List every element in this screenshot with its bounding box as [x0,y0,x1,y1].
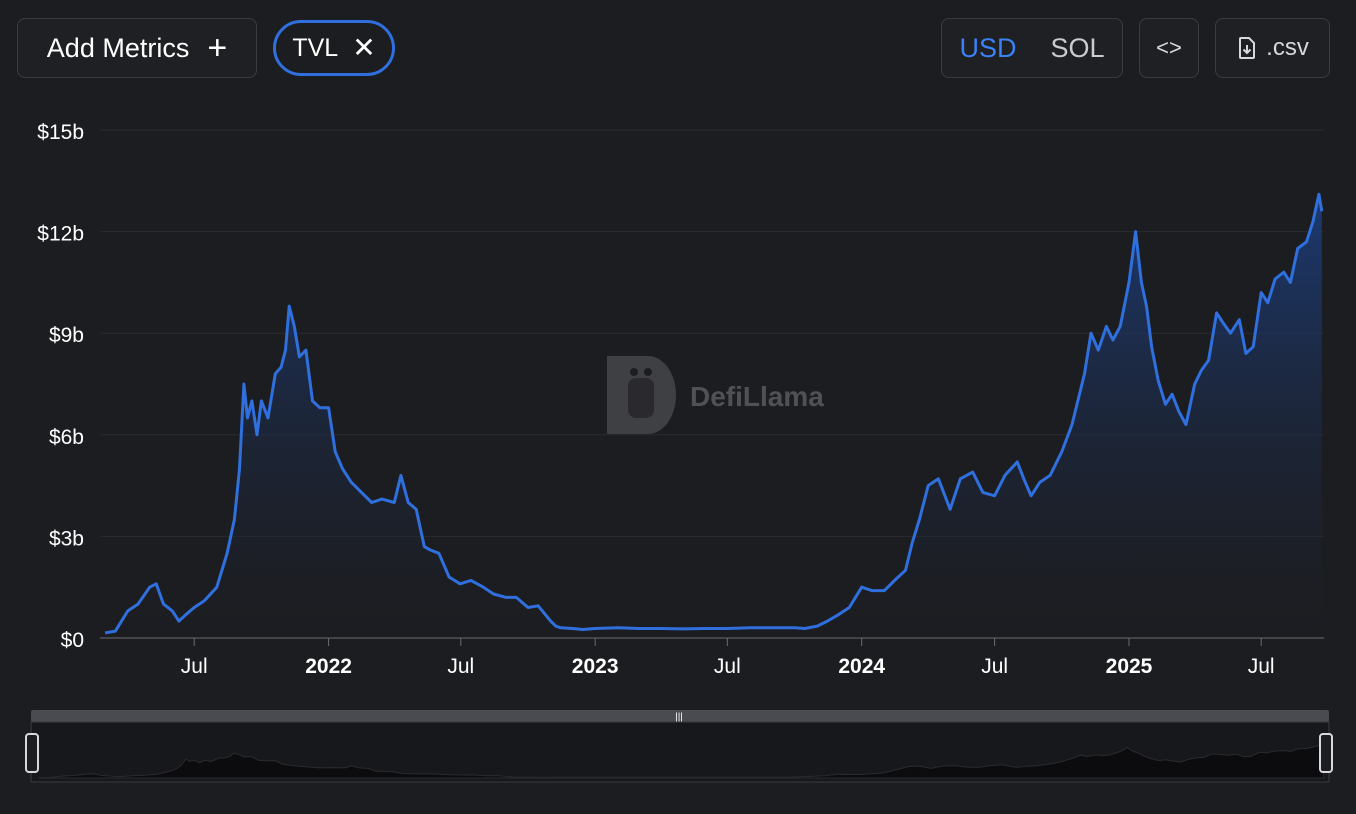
embed-button[interactable]: <> [1139,18,1199,78]
x-tick-label: Jul [181,655,208,678]
brush-handle-bar[interactable] [31,710,1329,722]
x-tick-label: 2023 [572,655,619,678]
add-metrics-button[interactable]: Add Metrics + [17,18,257,78]
range-brush[interactable]: ||| [25,710,1333,783]
x-tick-label: Jul [1248,655,1275,678]
defillama-watermark: DefiLlama [607,356,824,434]
currency-usd-option[interactable]: USD [959,32,1017,63]
x-tick-label: 2024 [838,655,885,678]
x-tick-label: 2022 [305,655,352,678]
add-metrics-label: Add Metrics [46,32,190,63]
brush-grip-icon[interactable]: ||| [675,712,683,723]
y-tick-label: $12b [37,223,84,246]
x-tick-label: Jul [447,655,474,678]
x-tick-label: 2025 [1106,655,1153,678]
tvl-metric-chip[interactable]: TVL ✕ [273,20,395,76]
tvl-line [104,192,1324,635]
close-icon[interactable]: ✕ [352,32,376,63]
y-tick-label: $15b [37,121,84,144]
currency-toggle: USD SOL [941,18,1123,78]
tvl-chip-label: TVL [292,33,339,62]
watermark-text: DefiLlama [690,381,824,412]
code-icon: <> [1156,35,1182,60]
x-tick-label: Jul [981,655,1008,678]
brush-mini-area [38,744,1325,779]
file-download-icon [1239,37,1256,59]
tvl-area [105,194,1322,639]
y-tick-label: $3b [49,527,84,550]
csv-download-button[interactable]: .csv [1215,18,1330,78]
currency-sol-option[interactable]: SOL [1050,32,1105,63]
brush-right-handle[interactable] [1319,733,1333,773]
y-tick-label: $6b [49,426,84,449]
x-tick-label: Jul [714,655,741,678]
y-tick-label: $0 [61,629,84,652]
plus-icon: + [207,29,228,67]
y-tick-label: $9b [49,324,84,347]
csv-label: .csv [1266,34,1309,61]
brush-left-handle[interactable] [25,733,39,773]
